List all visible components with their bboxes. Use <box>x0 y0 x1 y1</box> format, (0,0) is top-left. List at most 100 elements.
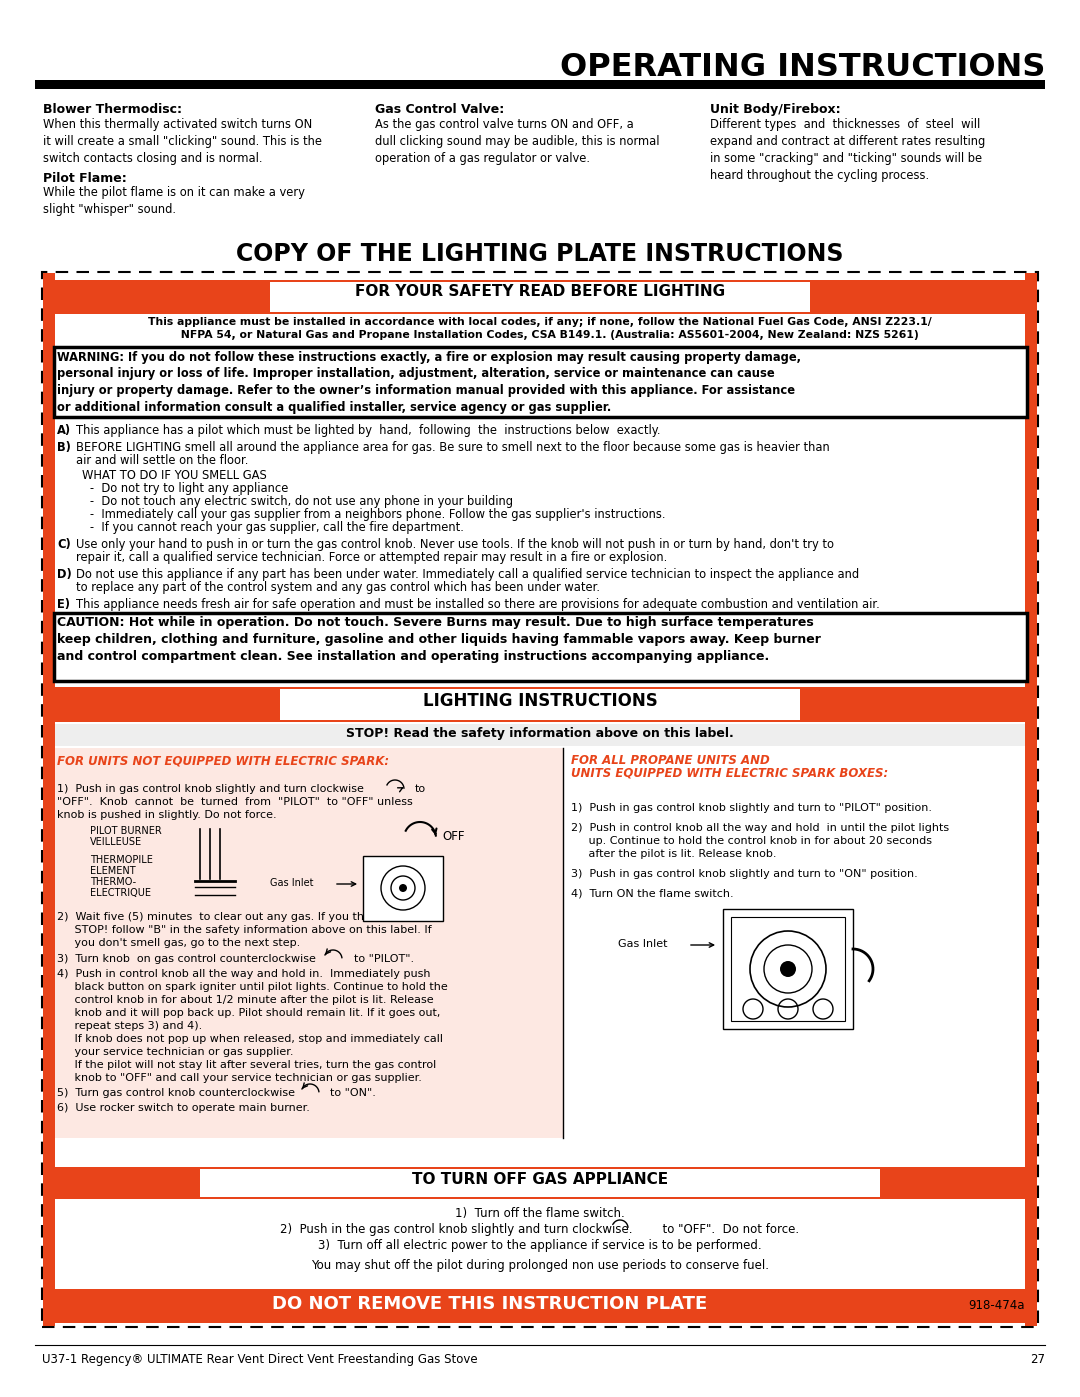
Text: Gas Inlet: Gas Inlet <box>270 877 313 888</box>
Text: DO NOT REMOVE THIS INSTRUCTION PLATE: DO NOT REMOVE THIS INSTRUCTION PLATE <box>272 1295 707 1313</box>
Text: As the gas control valve turns ON and OFF, a
dull clicking sound may be audible,: As the gas control valve turns ON and OF… <box>375 117 660 165</box>
Text: up. Continue to hold the control knob in for about 20 seconds: up. Continue to hold the control knob in… <box>571 835 932 847</box>
Bar <box>43 272 55 1326</box>
Text: TO TURN OFF GAS APPLIANCE: TO TURN OFF GAS APPLIANCE <box>411 1172 669 1187</box>
Text: 3)  Push in gas control knob slightly and turn to "ON" position.: 3) Push in gas control knob slightly and… <box>571 869 918 879</box>
Text: your service technician or gas supplier.: your service technician or gas supplier. <box>57 1046 294 1058</box>
Text: ELEMENT: ELEMENT <box>90 866 136 876</box>
Bar <box>200 1169 880 1197</box>
Text: U37-1 Regency® ULTIMATE Rear Vent Direct Vent Freestanding Gas Stove: U37-1 Regency® ULTIMATE Rear Vent Direct… <box>42 1354 477 1366</box>
Text: This appliance needs fresh air for safe operation and must be installed so there: This appliance needs fresh air for safe … <box>76 598 880 610</box>
Text: to "ON".: to "ON". <box>330 1088 376 1098</box>
Text: 6)  Use rocker switch to operate main burner.: 6) Use rocker switch to operate main bur… <box>57 1104 310 1113</box>
Text: 1)  Turn off the flame switch.: 1) Turn off the flame switch. <box>455 1207 625 1220</box>
Text: -  If you cannot reach your gas supplier, call the fire department.: - If you cannot reach your gas supplier,… <box>90 521 464 534</box>
Text: 5)  Turn gas control knob counterclockwise: 5) Turn gas control knob counterclockwis… <box>57 1088 295 1098</box>
Text: 3)  Turn off all electric power to the appliance if service is to be performed.: 3) Turn off all electric power to the ap… <box>319 1239 761 1252</box>
Text: control knob in for about 1/2 minute after the pilot is lit. Release: control knob in for about 1/2 minute aft… <box>57 995 434 1004</box>
Text: "OFF".  Knob  cannot  be  turned  from  "PILOT"  to "OFF" unless: "OFF". Knob cannot be turned from "PILOT… <box>57 798 413 807</box>
Text: -  Immediately call your gas supplier from a neighbors phone. Follow the gas sup: - Immediately call your gas supplier fro… <box>90 509 665 521</box>
Text: FOR ALL PROPANE UNITS AND: FOR ALL PROPANE UNITS AND <box>571 754 770 767</box>
Text: E): E) <box>57 598 70 610</box>
Text: -  Do not touch any electric switch, do not use any phone in your building: - Do not touch any electric switch, do n… <box>90 495 513 509</box>
Bar <box>280 689 800 719</box>
Text: LIGHTING INSTRUCTIONS: LIGHTING INSTRUCTIONS <box>422 692 658 710</box>
Text: 27: 27 <box>1030 1354 1045 1366</box>
Circle shape <box>780 961 796 977</box>
Bar <box>363 856 443 921</box>
Text: 3)  Turn knob  on gas control counterclockwise: 3) Turn knob on gas control counterclock… <box>57 954 315 964</box>
Text: B): B) <box>57 441 71 454</box>
Text: This appliance has a pilot which must be lighted by  hand,  following  the  inst: This appliance has a pilot which must be… <box>76 425 661 437</box>
Text: 1)  Push in gas control knob slightly and turn clockwise: 1) Push in gas control knob slightly and… <box>57 784 364 793</box>
Bar <box>55 279 1025 314</box>
Text: FOR YOUR SAFETY READ BEFORE LIGHTING: FOR YOUR SAFETY READ BEFORE LIGHTING <box>355 284 725 299</box>
Text: 2)  Wait five (5) minutes  to clear out any gas. If you then smell gas: 2) Wait five (5) minutes to clear out an… <box>57 912 434 922</box>
Text: When this thermally activated switch turns ON
it will create a small "clicking" : When this thermally activated switch tur… <box>43 117 322 165</box>
Text: VEILLEUSE: VEILLEUSE <box>90 837 143 847</box>
Text: PILOT BURNER: PILOT BURNER <box>90 826 162 835</box>
Text: If the pilot will not stay lit after several tries, turn the gas control: If the pilot will not stay lit after sev… <box>57 1060 436 1070</box>
Text: Blower Thermodisc:: Blower Thermodisc: <box>43 103 183 116</box>
Text: 4)  Turn ON the flame switch.: 4) Turn ON the flame switch. <box>571 888 733 900</box>
Text: A): A) <box>57 425 71 437</box>
Text: THERMOPILE: THERMOPILE <box>90 855 153 865</box>
Text: While the pilot flame is on it can make a very
slight "whisper" sound.: While the pilot flame is on it can make … <box>43 186 305 217</box>
Text: STOP! Read the safety information above on this label.: STOP! Read the safety information above … <box>346 726 734 740</box>
Text: Gas Inlet: Gas Inlet <box>618 939 667 949</box>
Text: THERMO-: THERMO- <box>90 877 136 887</box>
Text: D): D) <box>57 569 71 581</box>
Text: Use only your hand to push in or turn the gas control knob. Never use tools. If : Use only your hand to push in or turn th… <box>76 538 834 550</box>
Text: to: to <box>415 784 427 793</box>
Text: COPY OF THE LIGHTING PLATE INSTRUCTIONS: COPY OF THE LIGHTING PLATE INSTRUCTIONS <box>237 242 843 265</box>
Text: You may shut off the pilot during prolonged non use periods to conserve fuel.: You may shut off the pilot during prolon… <box>311 1259 769 1273</box>
Text: Pilot Flame:: Pilot Flame: <box>43 172 126 184</box>
Text: 1)  Push in gas control knob slightly and turn to "PILOT" position.: 1) Push in gas control knob slightly and… <box>571 803 932 813</box>
Text: black button on spark igniter until pilot lights. Continue to hold the: black button on spark igniter until pilo… <box>57 982 448 992</box>
Text: after the pilot is lit. Release knob.: after the pilot is lit. Release knob. <box>571 849 777 859</box>
Bar <box>55 724 1025 746</box>
Bar <box>55 747 563 1139</box>
Text: This appliance must be installed in accordance with local codes, if any; if none: This appliance must be installed in acco… <box>148 317 932 341</box>
Text: air and will settle on the floor.: air and will settle on the floor. <box>76 454 248 467</box>
Text: -  Do not try to light any appliance: - Do not try to light any appliance <box>90 482 288 495</box>
Bar <box>1025 272 1037 1326</box>
Text: to "PILOT".: to "PILOT". <box>354 954 414 964</box>
Text: CAUTION: Hot while in operation. Do not touch. Severe Burns may result. Due to h: CAUTION: Hot while in operation. Do not … <box>57 616 821 664</box>
Text: knob to "OFF" and call your service technician or gas supplier.: knob to "OFF" and call your service tech… <box>57 1073 422 1083</box>
Text: repeat steps 3) and 4).: repeat steps 3) and 4). <box>57 1021 202 1031</box>
Bar <box>731 916 845 1021</box>
Text: UNITS EQUIPPED WITH ELECTRIC SPARK BOXES:: UNITS EQUIPPED WITH ELECTRIC SPARK BOXES… <box>571 767 888 780</box>
Text: 4)  Push in control knob all the way and hold in.  Immediately push: 4) Push in control knob all the way and … <box>57 970 431 979</box>
Text: you don't smell gas, go to the next step.: you don't smell gas, go to the next step… <box>57 937 300 949</box>
Text: WHAT TO DO IF YOU SMELL GAS: WHAT TO DO IF YOU SMELL GAS <box>82 469 267 482</box>
Text: 2)  Push in the gas control knob slightly and turn clockwise.        to "OFF".  : 2) Push in the gas control knob slightly… <box>281 1222 799 1236</box>
Text: OFF: OFF <box>442 830 464 842</box>
Text: If knob does not pop up when released, stop and immediately call: If knob does not pop up when released, s… <box>57 1034 443 1044</box>
Text: ELECTRIQUE: ELECTRIQUE <box>90 888 151 898</box>
Bar <box>723 909 853 1030</box>
Text: knob and it will pop back up. Pilot should remain lit. If it goes out,: knob and it will pop back up. Pilot shou… <box>57 1009 441 1018</box>
Text: 918-474a: 918-474a <box>969 1299 1025 1312</box>
Text: OPERATING INSTRUCTIONS: OPERATING INSTRUCTIONS <box>559 52 1045 82</box>
Text: BEFORE LIGHTING smell all around the appliance area for gas. Be sure to smell ne: BEFORE LIGHTING smell all around the app… <box>76 441 829 454</box>
Text: Different types  and  thicknesses  of  steel  will
expand and contract at differ: Different types and thicknesses of steel… <box>710 117 985 182</box>
Circle shape <box>399 884 407 893</box>
Bar <box>35 80 1045 89</box>
Text: to replace any part of the control system and any gas control which has been und: to replace any part of the control syste… <box>76 581 600 594</box>
Text: repair it, call a qualified service technician. Force or attempted repair may re: repair it, call a qualified service tech… <box>76 550 667 564</box>
Bar <box>55 1166 1025 1199</box>
Bar <box>270 282 810 312</box>
Text: WARNING: If you do not follow these instructions exactly, a fire or explosion ma: WARNING: If you do not follow these inst… <box>57 351 801 414</box>
Bar <box>42 272 1038 1327</box>
Text: Do not use this appliance if any part has been under water. Immediately call a q: Do not use this appliance if any part ha… <box>76 569 859 581</box>
Text: FOR UNITS NOT EQUIPPED WITH ELECTRIC SPARK:: FOR UNITS NOT EQUIPPED WITH ELECTRIC SPA… <box>57 754 389 767</box>
Text: C): C) <box>57 538 71 550</box>
Text: Unit Body/Firebox:: Unit Body/Firebox: <box>710 103 840 116</box>
Text: STOP! follow "B" in the safety information above on this label. If: STOP! follow "B" in the safety informati… <box>57 925 432 935</box>
Bar <box>55 1289 1025 1323</box>
Bar <box>54 346 1027 416</box>
Bar <box>55 687 1025 722</box>
Text: 2)  Push in control knob all the way and hold  in until the pilot lights: 2) Push in control knob all the way and … <box>571 823 949 833</box>
Text: knob is pushed in slightly. Do not force.: knob is pushed in slightly. Do not force… <box>57 810 276 820</box>
